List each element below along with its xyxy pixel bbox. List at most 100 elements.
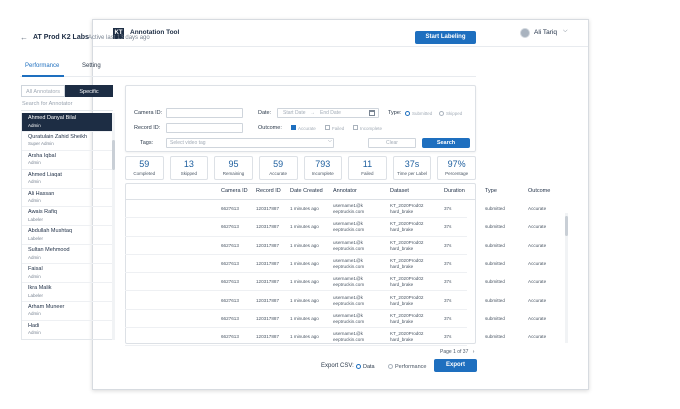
type-skipped-radio[interactable] [439,111,444,116]
annotator-role: Admin [28,330,41,336]
table-cell: 6627613 [221,206,239,211]
app-logo: KT [113,28,124,39]
export-button[interactable]: Export [434,359,477,372]
export-csv-label: Export CSV: [321,363,354,369]
annotator-list-item[interactable]: Ali Hassan Admin [22,189,112,208]
clear-button[interactable]: Clear [368,138,416,148]
table-scrollbar[interactable] [565,213,568,343]
annotator-list-item[interactable]: Ahmed Danyal Bilal Admin [22,113,112,132]
stat-card: 37s Time per Label [392,156,432,180]
type-submitted-radio[interactable] [405,111,410,116]
table-cell: hard_brake [390,300,414,306]
export-performance-radio[interactable] [388,364,393,369]
table-cell: 6627613 [221,297,239,303]
stat-label: Remaining [222,171,245,176]
table-cell: 120317887 [256,224,279,230]
annotator-list-item[interactable]: Ikra Malik Labeler [22,283,112,302]
column-header[interactable]: Type [485,188,497,194]
camera-id-label: Camera ID: [134,110,163,116]
table-cell: 1 minutes ago [290,279,319,285]
table-row[interactable]: 6627613 120317887 1 minutes ago username1@k… [125,328,546,347]
table-cell: eeptruckin.com [333,209,365,214]
stat-value: 59 [139,159,150,169]
project-title: AT Prod K2 Labs [33,34,89,41]
date-range-input[interactable]: Start Date → End Date [277,108,379,118]
annotator-list-item[interactable]: Arsha Iqbal Admin [22,151,112,170]
annotator-name: Awais Rafiq [28,209,57,216]
table-row[interactable]: 6627613 120317887 1 minutes ago username1@k… [125,273,546,292]
annotator-list-item[interactable]: Hadi Admin [22,321,112,339]
outcome-failed-checkbox[interactable] [325,125,330,130]
table-cell: KT_2020Prod02 [390,239,424,245]
user-name[interactable]: Ali Tariq [534,29,558,36]
table-row[interactable]: 6627613 120317887 1 minutes ago username1@k… [125,200,546,219]
table-cell: username1@k [333,312,363,318]
search-button[interactable]: Search [422,138,470,148]
column-header[interactable]: Camera ID [221,188,248,194]
table-cell: eeptruckin.com [333,227,365,233]
table-row[interactable]: 6627613 120317887 1 minutes ago username1@k… [125,310,546,329]
annotator-role: Admin [28,311,41,317]
calendar-icon[interactable] [369,110,375,116]
annotator-list-item[interactable]: Awais Rafiq Labeler [22,207,112,227]
annotator-list-scrollbar[interactable] [112,113,115,340]
tags-chevron-down-icon[interactable]: ⌵ [328,138,332,144]
table-cell: submitted [485,315,505,321]
annotator-list-item[interactable]: Faisal Admin [22,264,112,284]
end-date-placeholder: End Date [320,110,341,116]
column-header[interactable]: Record ID [256,188,281,194]
back-arrow-icon[interactable]: ← [20,33,28,42]
tab-performance[interactable]: Performance [25,63,60,69]
table-scroll-thumb[interactable] [565,216,568,236]
pagination[interactable]: Page 1 of 37 › [440,349,474,355]
tags-select[interactable]: Select video tag [166,138,334,148]
table-row[interactable]: 6627613 120317887 1 minutes ago username1@k… [125,255,546,274]
annotator-list-item[interactable]: Sultan Mehmood Admin [22,245,112,265]
table-cell: 120317887 [256,206,279,211]
table-row[interactable]: 6627613 120317887 1 minutes ago username1@k… [125,292,546,310]
annotator-list-item[interactable]: Abdullah Mushtaq Labeler [22,226,112,246]
column-header[interactable]: Outcome [528,188,551,194]
table-header-divider [125,199,476,200]
stat-value: 793 [315,159,331,169]
stat-label: Failed [361,171,374,176]
export-data-radio[interactable] [356,364,361,369]
column-header[interactable]: Duration [444,188,465,194]
column-header[interactable]: Dataset [390,188,409,194]
tab-setting[interactable]: Setting [82,63,101,69]
table-cell: Accurate [528,260,547,266]
chevron-right-icon[interactable]: › [472,349,475,355]
specific-annotators-toggle[interactable]: Specific [65,85,113,97]
table-cell: 6627613 [221,334,239,340]
table-cell: 37s [444,242,452,248]
camera-id-input[interactable] [166,108,243,118]
outcome-accurate-checkbox[interactable] [291,125,296,130]
record-id-input[interactable] [166,123,243,133]
annotator-search-input[interactable]: Search for Annotator [21,101,113,111]
stat-label: Completed [133,171,156,176]
chevron-down-icon[interactable]: ⌵ [563,28,568,34]
avatar[interactable] [520,28,530,38]
table-cell: eeptruckin.com [333,245,365,251]
annotator-list-scroll-thumb[interactable] [112,140,115,170]
start-labeling-button[interactable]: Start Labeling [415,31,476,44]
all-annotators-toggle[interactable]: All Annotators [21,85,65,97]
app-window: KT Annotation Tool Ali Tariq ⌵ [92,19,589,390]
outcome-incomplete-checkbox[interactable] [353,125,358,130]
table-cell: username1@k [333,331,363,337]
column-header[interactable]: Date Created [290,188,323,194]
table-cell: submitted [485,260,505,266]
table-row[interactable]: 6627613 120317887 1 minutes ago username1@k… [125,237,546,255]
annotator-list-item[interactable]: Arham Muneer Admin [22,302,112,321]
table-cell: Accurate [528,279,547,285]
table-row[interactable]: 6627613 120317887 1 minutes ago username1@k… [125,218,546,237]
outcome-incomplete-label: Incomplete [360,125,383,131]
tags-label: Tags: [140,140,154,146]
stat-value: 37s [404,159,420,169]
annotator-name: Ali Hassan [28,190,55,197]
table-cell: hard_brake [390,318,414,324]
annotator-list-item[interactable]: Quratulain Zahid Sheikh Super Admin [22,132,112,151]
table-cell: 120317887 [256,279,279,285]
column-header[interactable]: Annotator [333,188,357,194]
annotator-list-item[interactable]: Ahmed Liaqat Admin [22,170,112,189]
